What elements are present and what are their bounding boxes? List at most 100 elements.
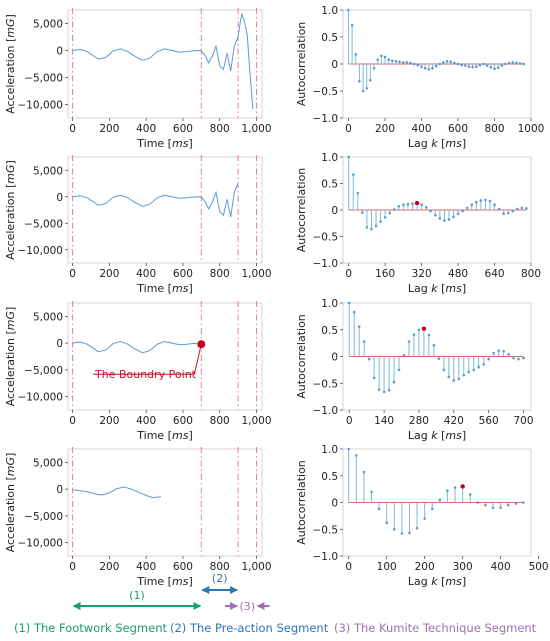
acf-marker [431, 67, 434, 70]
x-tick-label: 640 [485, 268, 505, 280]
row-4: 5,000 0 −5,000 −10,000 0 200 400 600 800 1,000 Acc… [4, 444, 549, 588]
acf-marker [434, 64, 438, 68]
acf-peak-marker [414, 200, 420, 206]
y-tick-label: 5,000 [33, 457, 63, 469]
legend-segment-2: (2) The Pre-action Segment [170, 621, 329, 635]
y-tick-label: 5,000 [33, 19, 63, 31]
x-tick-label: 300 [453, 561, 473, 573]
boundary-point-leader [93, 346, 202, 375]
x-tick-label: 420 [444, 415, 464, 427]
acf-marker [420, 203, 423, 206]
acf-marker [405, 61, 409, 64]
x-axis-label: Lag k [ms] [408, 282, 466, 295]
legend-segment-1: (1) The Footwork Segment [14, 621, 168, 635]
x-tick-label: 700 [514, 415, 534, 427]
acf-marker [352, 310, 356, 314]
acf-marker [406, 202, 410, 206]
y-tick-label: 5,000 [33, 165, 63, 177]
acf-marker [443, 219, 446, 222]
acf-marker [447, 375, 451, 379]
y-tick-label: −1.0 [313, 258, 339, 270]
segment-3-short-label: (3) [239, 600, 255, 613]
acf-marker [358, 79, 361, 83]
acf-marker [512, 356, 515, 360]
x-tick-label: 0 [69, 415, 76, 427]
acf-marker [470, 203, 474, 206]
acf-marker [394, 60, 398, 63]
y-tick-label: 0 [56, 46, 63, 58]
y-tick-label: −0.5 [313, 232, 339, 244]
acf-marker [370, 490, 373, 494]
acf-marker [412, 62, 416, 66]
x-tick-label: 400 [491, 561, 511, 573]
acf-marker [497, 349, 500, 352]
segment-2-short-label: (2) [212, 572, 228, 585]
acf-peak-marker [460, 484, 465, 489]
acf-marker [372, 376, 376, 380]
x-tick-label: 1,000 [241, 123, 271, 135]
acf-marker [385, 521, 388, 525]
acf-marker [354, 454, 358, 457]
acf-marker [365, 226, 369, 229]
acf-marker [487, 357, 490, 361]
x-tick-label: 280 [409, 415, 429, 427]
x-axis-label: Time [ms] [136, 282, 192, 295]
signal-plot-frame [67, 448, 263, 557]
acf-marker [433, 214, 437, 217]
acf-marker [492, 351, 495, 355]
y-tick-label: 0 [331, 205, 338, 217]
x-tick-label: 480 [448, 268, 468, 280]
x-axis-label: Time [ms] [136, 429, 192, 442]
acf-marker [442, 368, 446, 372]
y-tick-label: −10,000 [17, 100, 63, 112]
x-tick-label: 0 [346, 415, 353, 427]
x-tick-label: 200 [99, 561, 119, 573]
x-tick-label: 400 [136, 268, 156, 280]
acf-marker [350, 23, 354, 27]
acf-marker [387, 58, 390, 61]
x-tick-label: 140 [374, 415, 394, 427]
acf-marker [423, 67, 427, 70]
row-3: 5,000 0 −5,000 −10,000 0 200 400 600 800 1,000 Acc… [4, 298, 534, 442]
x-tick-label: 500 [529, 561, 549, 573]
x-tick-label: 600 [448, 123, 468, 135]
x-axis-label: Lag k [ms] [408, 575, 466, 588]
x-tick-label: 600 [173, 268, 193, 280]
acf-marker [412, 333, 416, 336]
x-tick-label: 1,000 [241, 415, 271, 427]
acf-marker [471, 65, 474, 69]
acf-marker [347, 447, 350, 451]
x-tick-label: 600 [173, 415, 193, 427]
acf-marker [522, 356, 525, 360]
acf-marker [361, 89, 365, 93]
acf-marker [397, 204, 401, 208]
acf-marker [374, 224, 378, 228]
x-tick-label: 800 [484, 123, 504, 135]
segment-1-short-label: (1) [129, 589, 145, 602]
x-tick-label: 0 [345, 123, 352, 135]
row-2: 5,000 0 −5,000 −10,000 0 200 400 600 800 1,000 Acc… [4, 152, 541, 295]
acf-marker [409, 61, 412, 65]
x-tick-label: 400 [136, 561, 156, 573]
x-tick-label: 800 [210, 268, 230, 280]
y-tick-label: −10,000 [17, 392, 63, 404]
acf-marker [411, 202, 414, 205]
acf-marker [382, 390, 386, 394]
acf-marker [398, 60, 401, 64]
acf-marker [347, 8, 350, 12]
acf-marker [416, 63, 420, 67]
acf-marker [392, 208, 396, 211]
acf-marker [506, 503, 510, 507]
y-tick-label: 0.5 [321, 471, 338, 483]
acf-marker [502, 212, 505, 216]
acf-marker [518, 62, 522, 65]
y-tick-label: 0 [56, 484, 63, 496]
acf-marker [497, 207, 501, 211]
acf-marker [482, 62, 485, 66]
acf-marker [499, 506, 502, 510]
acf-marker [453, 486, 457, 489]
signal-line [72, 486, 161, 499]
y-tick-label: 0 [331, 498, 338, 510]
acf-marker [357, 325, 361, 328]
